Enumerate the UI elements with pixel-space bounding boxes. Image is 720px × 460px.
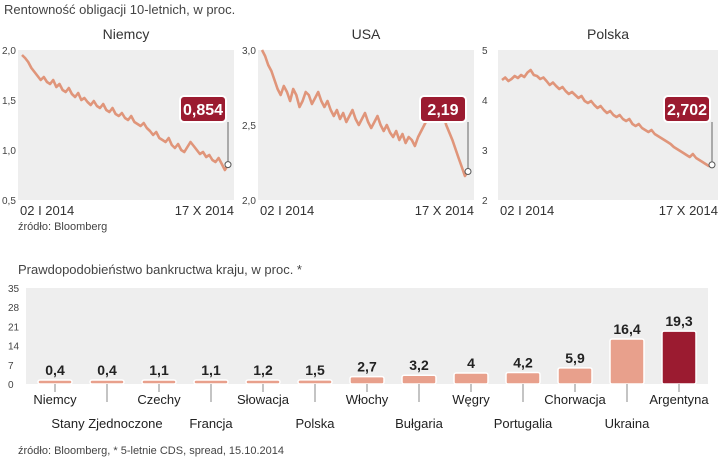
bar-value-label: 4,2	[513, 354, 533, 370]
category-label: Słowacja	[237, 392, 290, 407]
bar	[609, 338, 645, 385]
last-value-label: 0,854	[183, 102, 223, 119]
line-chart-niemcy: Niemcy 2,0 1,5 1,0 0,5 0,854 02 I 2014 17 X 201…	[2, 26, 234, 218]
y-tick-label: 2,5	[242, 121, 256, 132]
bar-chart-default-risk: 35 28 21 14 7 0 0,4 Niemcy 0,4 Stany Zjednoczone 1…	[8, 284, 709, 431]
bar-value-label: 19,3	[665, 313, 692, 329]
bar-value-label: 3,2	[409, 357, 429, 373]
bar	[245, 379, 281, 385]
bar	[557, 367, 593, 385]
bar	[193, 379, 229, 385]
category-label: Stany Zjednoczone	[51, 416, 162, 431]
line-chart-usa: USA 3,0 2,5 2,0 2,19 02 I 2014 17 X 2014	[242, 26, 474, 218]
category-label: Węgry	[452, 392, 490, 407]
last-value-badge	[419, 95, 467, 123]
category-label: Ukraina	[605, 416, 651, 431]
y-tick-label: 2,0	[242, 196, 256, 207]
series-line	[21, 54, 230, 172]
chart-title-usa: USA	[352, 26, 381, 42]
x-label-start: 02 I 2014	[20, 203, 74, 218]
plot-panel	[26, 288, 708, 384]
x-label-end: 17 X 2014	[175, 203, 234, 218]
y-tick-label: 1,5	[2, 96, 16, 107]
bar-value-label: 2,7	[357, 359, 377, 375]
last-value-label: 2,702	[667, 102, 707, 119]
y-tick-label: 28	[8, 303, 20, 314]
y-tick-label: 4	[482, 96, 488, 107]
y-tick-label: 35	[8, 284, 20, 295]
bar	[453, 372, 489, 385]
y-tick-label: 5	[482, 46, 488, 57]
category-label: Chorwacja	[544, 392, 606, 407]
category-label: Polska	[295, 416, 335, 431]
bar-value-label: 4	[467, 355, 475, 371]
y-tick-label: 3	[482, 146, 488, 157]
y-tick-label: 1,0	[2, 146, 16, 157]
last-value-badge	[663, 95, 711, 123]
bar	[37, 379, 73, 385]
series-line	[501, 68, 713, 168]
bar-value-label: 1,1	[149, 362, 169, 378]
category-label: Francja	[189, 416, 233, 431]
yields-source: źródło: Bloomberg	[18, 221, 108, 233]
bar-value-label: 0,4	[45, 362, 65, 378]
bar-value-label: 5,9	[565, 350, 585, 366]
y-tick-label: 2,0	[2, 46, 16, 57]
bar-value-label: 1,2	[253, 362, 273, 378]
bar	[297, 379, 333, 385]
y-tick-label: 14	[8, 342, 20, 353]
category-label: Włochy	[346, 392, 389, 407]
last-value-badge	[179, 95, 227, 123]
y-tick-label: 21	[8, 322, 20, 333]
chart-title-niemcy: Niemcy	[103, 26, 150, 42]
x-label-end: 17 X 2014	[415, 203, 474, 218]
y-tick-label: 2	[482, 196, 488, 207]
bar-value-label: 1,5	[305, 362, 325, 378]
bar	[349, 375, 385, 385]
bar	[661, 330, 697, 385]
y-tick-label: 0	[8, 380, 14, 391]
bar-value-label: 1,1	[201, 362, 221, 378]
category-label: Bułgaria	[395, 416, 443, 431]
x-label-start: 02 I 2014	[500, 203, 554, 218]
bar	[89, 379, 125, 385]
category-label: Argentyna	[649, 392, 709, 407]
default-risk-source: źródło: Bloomberg, * 5-letnie CDS, sprea…	[18, 445, 284, 457]
x-label-end: 17 X 2014	[659, 203, 718, 218]
category-label: Czechy	[137, 392, 181, 407]
bar-value-label: 0,4	[97, 362, 117, 378]
y-tick-label: 3,0	[242, 46, 256, 57]
chart-title-polska: Polska	[587, 26, 629, 42]
last-value-label: 2,19	[427, 102, 458, 119]
bar	[141, 379, 177, 385]
y-tick-label: 0,5	[2, 196, 16, 207]
bar-value-label: 16,4	[613, 321, 640, 337]
plot-panel	[258, 50, 474, 200]
last-point-marker	[464, 168, 472, 175]
bar	[505, 371, 541, 385]
last-point-marker	[708, 161, 716, 169]
last-point-marker	[224, 161, 232, 169]
x-label-start: 02 I 2014	[260, 203, 314, 218]
yields-title: Rentowność obligacji 10-letnich, w proc.	[4, 2, 236, 17]
default-risk-title: Prawdopodobieństwo bankructwa kraju, w p…	[18, 262, 302, 277]
category-label: Portugalia	[494, 416, 553, 431]
plot-panel	[18, 50, 234, 200]
line-chart-polska: Polska 5 4 3 2 2,702 02 I 2014 17 X 2014	[482, 26, 718, 218]
y-tick-label: 7	[8, 361, 14, 372]
bar	[401, 374, 437, 385]
category-label: Niemcy	[33, 392, 77, 407]
